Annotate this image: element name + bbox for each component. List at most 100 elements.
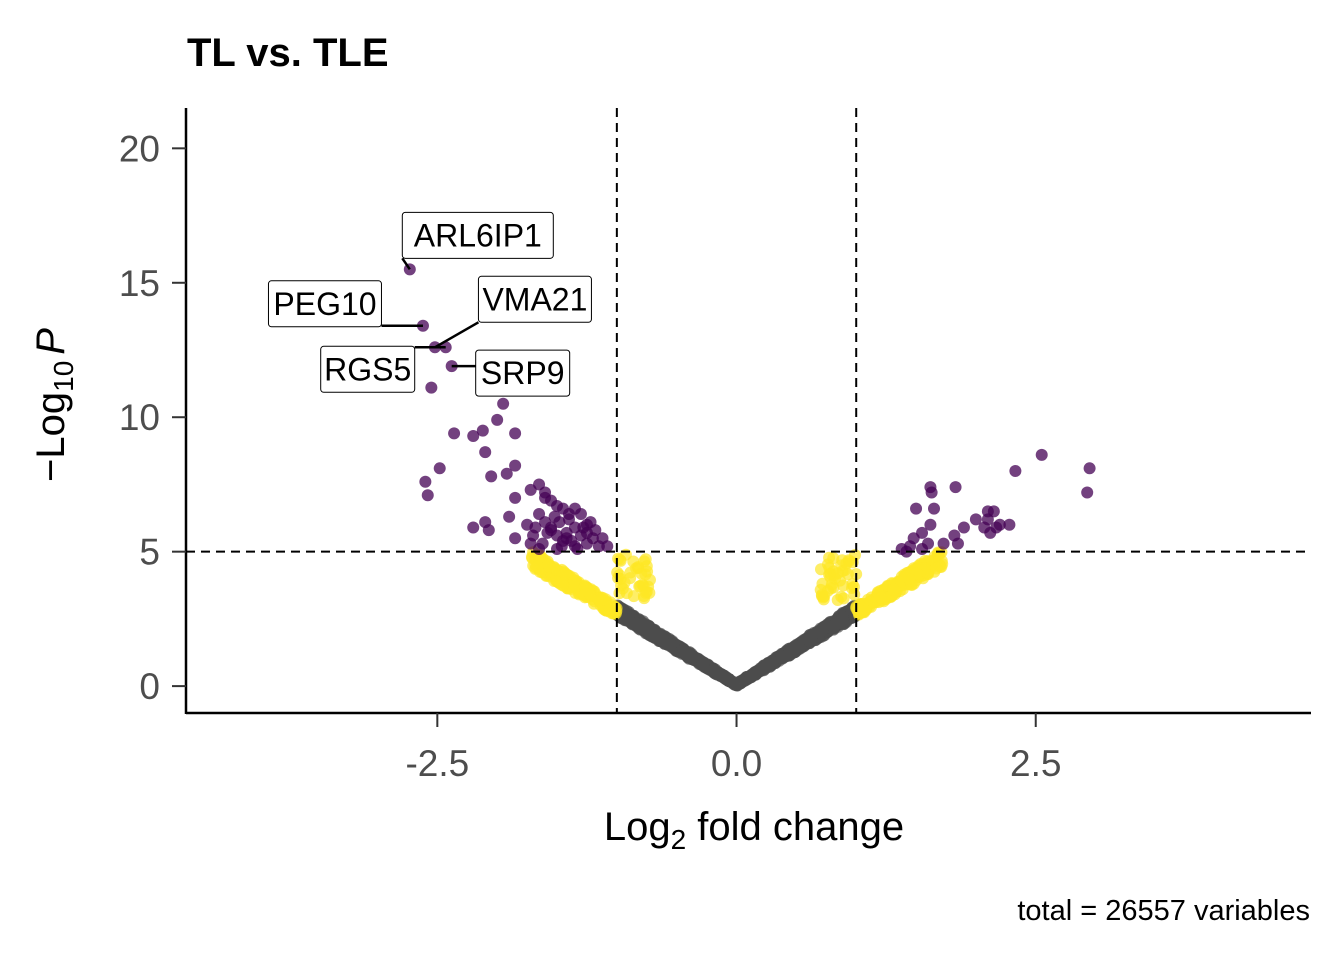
significant-point [601, 540, 614, 553]
significant-point [509, 532, 522, 545]
significant-point [509, 459, 522, 472]
significant-point [924, 518, 937, 531]
significant-point [479, 446, 492, 459]
significant-point [922, 537, 935, 550]
y-tick-label: 20 [119, 128, 160, 169]
significant-point [479, 516, 492, 529]
data-point [542, 558, 555, 571]
x-tick-label: -2.5 [405, 743, 469, 784]
data-point [792, 640, 805, 653]
data-point [643, 628, 656, 641]
data-point [599, 593, 612, 606]
significant-point [551, 542, 564, 555]
data-point [637, 590, 650, 603]
y-axis-ticks: 0 5 10 15 20 [119, 128, 186, 707]
significant-point [467, 521, 480, 534]
data-point [527, 559, 540, 572]
significant-point [448, 427, 461, 440]
x-tick-label: 2.5 [1010, 743, 1061, 784]
gene-labels: ARL6IP1 PEG10 VMA21 RGS5 SRP9 [267, 211, 592, 397]
data-point [664, 638, 677, 651]
gene-label: PEG10 [267, 280, 423, 328]
chart-caption: total = 26557 variables [1017, 895, 1310, 927]
data-point [831, 594, 844, 607]
significant-point [568, 540, 581, 553]
threshold-lines [186, 108, 1311, 713]
gene-label-text: VMA21 [482, 281, 587, 317]
significant-point [580, 526, 593, 539]
data-point [782, 648, 795, 661]
significant-point [524, 537, 537, 550]
x-axis-label: Log2 fold change [604, 805, 904, 855]
significant-point [949, 481, 962, 494]
data-point [887, 583, 900, 596]
data-point [829, 618, 842, 631]
significant-point [951, 537, 964, 550]
data-point [815, 589, 828, 602]
significant-point [1083, 462, 1096, 475]
significant-point [969, 513, 982, 526]
significant-point [548, 510, 561, 523]
data-point [639, 553, 652, 566]
significant-point [910, 502, 923, 515]
data-point [558, 567, 571, 580]
significant-point [895, 542, 908, 555]
label-leader-line [401, 257, 411, 271]
y-tick-label: 5 [139, 532, 160, 573]
significant-point [928, 502, 941, 515]
significant-point [485, 470, 498, 483]
data-points [403, 263, 1096, 692]
data-point [842, 555, 855, 568]
significant-point [1081, 486, 1094, 499]
significant-point [907, 532, 920, 545]
significant-point [421, 489, 434, 502]
data-point [634, 580, 647, 593]
significant-point [503, 510, 516, 523]
label-box [477, 275, 592, 323]
label-box [267, 280, 382, 328]
significant-point [433, 462, 446, 475]
data-point [928, 550, 941, 563]
x-tick-label: 0.0 [711, 743, 762, 784]
gene-label-text: SRP9 [481, 355, 565, 391]
label-box [320, 345, 416, 393]
significant-point [925, 486, 938, 499]
significant-point [957, 521, 970, 534]
data-point [620, 587, 633, 600]
gene-label: SRP9 [451, 349, 571, 397]
significant-point [509, 427, 522, 440]
significant-point [937, 537, 950, 550]
data-point [618, 576, 631, 589]
label-box [401, 211, 554, 259]
data-point [748, 668, 761, 681]
significant-point [990, 521, 1003, 534]
significant-point [509, 491, 522, 504]
significant-point [467, 430, 480, 443]
significant-point [497, 397, 510, 410]
significant-point [524, 483, 537, 496]
significant-point [1035, 448, 1048, 461]
data-point [848, 588, 861, 601]
data-point [757, 661, 770, 674]
significant-point [1009, 465, 1022, 477]
data-point [814, 563, 827, 576]
data-point [677, 644, 690, 657]
significant-point [562, 508, 575, 521]
y-tick-label: 15 [119, 263, 160, 304]
significant-point [425, 381, 438, 394]
y-tick-label: 10 [119, 397, 160, 438]
gene-label: VMA21 [434, 275, 592, 349]
data-point [805, 633, 818, 646]
gene-label: ARL6IP1 [401, 211, 554, 271]
significant-point [491, 413, 504, 426]
significant-point [560, 532, 573, 545]
data-point [627, 555, 640, 568]
significant-point [476, 424, 489, 437]
data-point [697, 658, 710, 671]
data-point [583, 588, 596, 601]
significant-point [419, 475, 432, 488]
data-point [875, 591, 888, 604]
data-point [618, 614, 631, 627]
label-box [475, 349, 571, 397]
